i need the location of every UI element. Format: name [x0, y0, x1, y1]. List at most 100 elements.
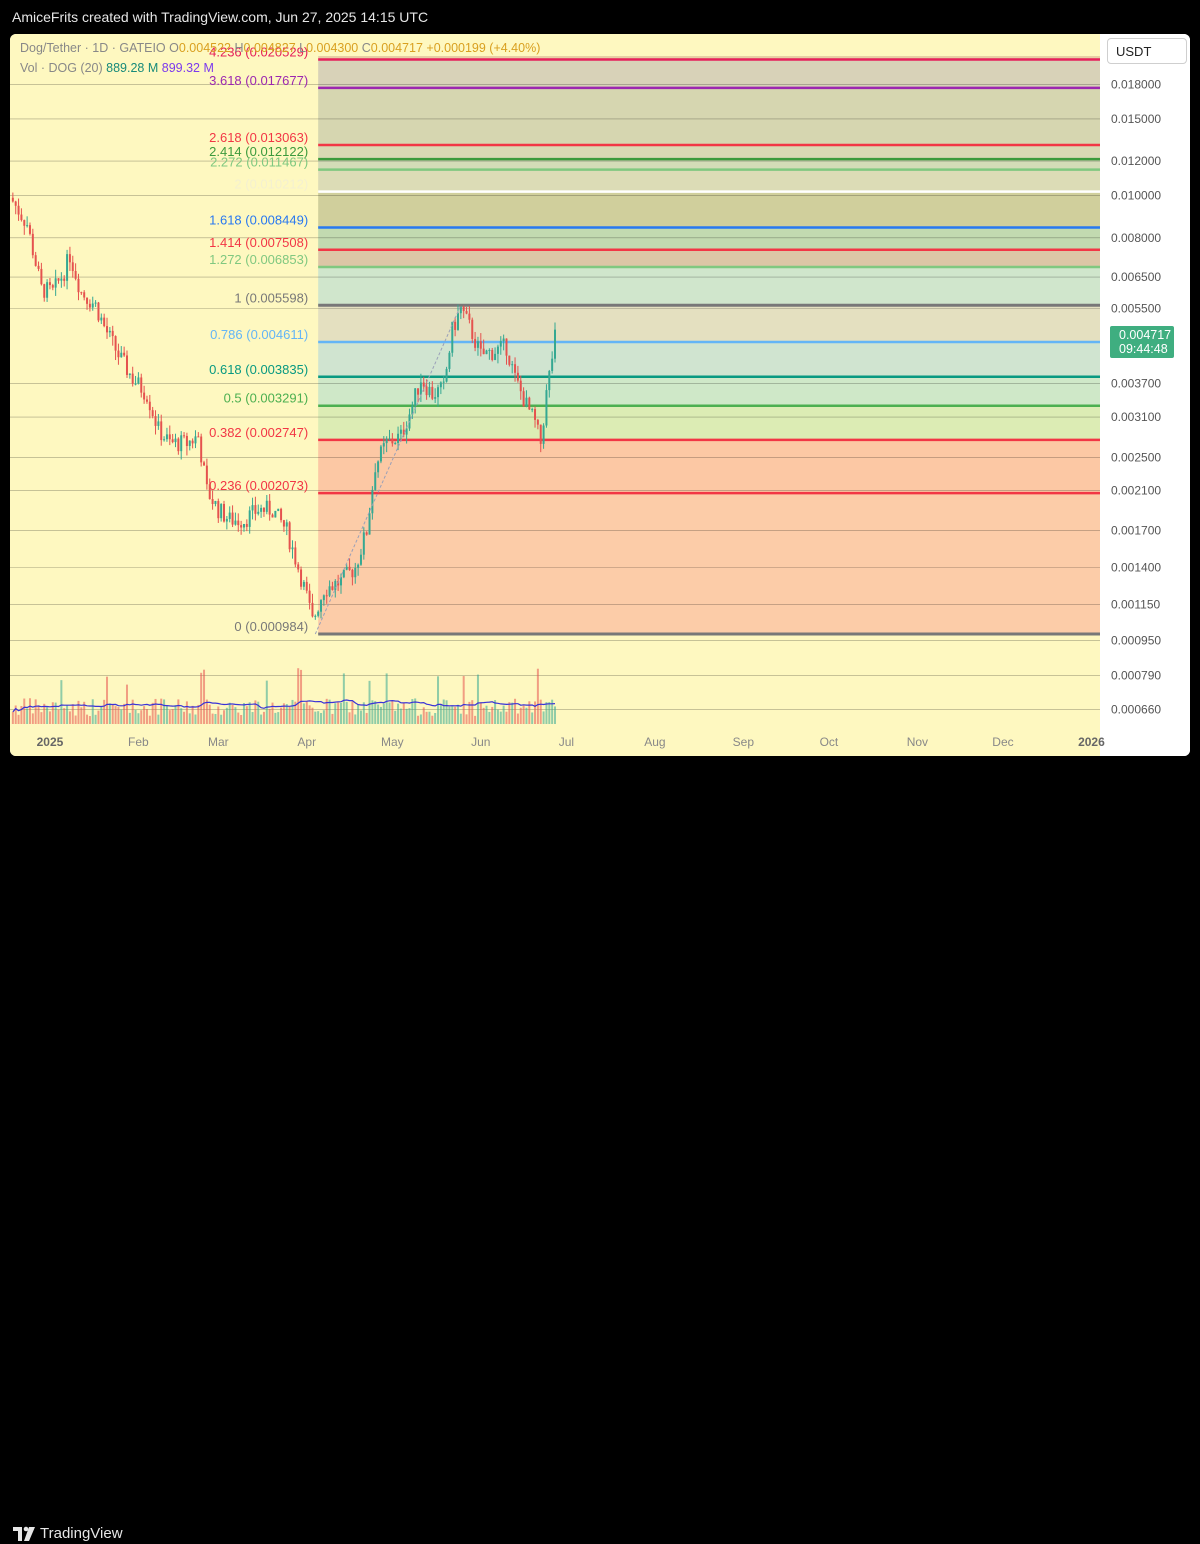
- footer: TradingView: [0, 758, 1200, 1542]
- candle-body: [137, 377, 140, 384]
- candle-body: [437, 387, 440, 398]
- candle-body: [28, 225, 31, 234]
- volume-bar: [494, 700, 497, 724]
- volume-bar: [334, 703, 337, 724]
- volume-bar: [106, 676, 109, 724]
- currency-selector[interactable]: USDT: [1107, 38, 1187, 64]
- volume-bar: [391, 700, 394, 724]
- volume-bar: [456, 704, 459, 724]
- candle-body: [188, 440, 191, 446]
- candle-body: [502, 338, 505, 342]
- volume-bar: [220, 714, 223, 724]
- volume-bar: [317, 711, 320, 724]
- candle-body: [291, 547, 294, 550]
- candle-body: [148, 401, 151, 411]
- candle-body: [519, 380, 522, 392]
- volume-bar: [459, 713, 462, 724]
- candle-body: [254, 505, 257, 514]
- fib-label-0.236: 0.236 (0.002073): [209, 478, 308, 493]
- volume-bar: [28, 698, 31, 724]
- candle-body: [311, 602, 314, 617]
- candle-body: [145, 399, 148, 402]
- candle-body: [128, 373, 131, 375]
- chart-canvas[interactable]: 4.236 (0.020529) 3.618 (0.017677) 2.618 (0…: [10, 34, 1190, 756]
- candle-body: [80, 292, 83, 294]
- candle-body: [508, 355, 511, 365]
- volume-bar: [154, 698, 157, 724]
- volume-bar: [291, 699, 294, 724]
- candle-body: [242, 523, 245, 528]
- price-tick-label: 0.002100: [1111, 484, 1161, 498]
- grid-lines: [10, 84, 1100, 710]
- volume-bar: [242, 703, 245, 724]
- volume-bar: [431, 715, 434, 724]
- candle-body: [297, 564, 300, 570]
- candle-body: [205, 465, 208, 485]
- volume-bar: [80, 707, 83, 724]
- fib-zone-1.414: [318, 227, 1100, 250]
- candle-body: [14, 201, 17, 206]
- fib-level-lines[interactable]: [318, 58, 1100, 636]
- volume-bar: [548, 702, 551, 724]
- volume-bar: [462, 676, 465, 724]
- candle-body: [534, 409, 537, 420]
- volume-bar: [43, 703, 46, 724]
- volume-bar: [325, 698, 328, 724]
- attribution-text: AmiceFrits created with TradingView.com,…: [12, 9, 429, 25]
- volume-bar: [251, 712, 254, 724]
- volume-ma-line: [12, 699, 556, 713]
- current-price-badge: 0.004717 09:44:48: [1110, 326, 1174, 358]
- volume-legend[interactable]: Vol · DOG (20) 889.28 M 899.32 M: [20, 61, 214, 75]
- candle-body: [377, 461, 380, 473]
- fib-label-1.618: 1.618 (0.008449): [209, 212, 308, 227]
- volume-bar: [551, 699, 554, 724]
- symbol-legend[interactable]: Dog/Tether · 1D · GATEIO O0.004522 H0.00…: [20, 41, 540, 55]
- volume-bar: [539, 699, 542, 724]
- candle-body: [551, 358, 554, 371]
- volume-bar: [185, 701, 188, 724]
- volume-bar: [20, 706, 23, 724]
- price-scale-background[interactable]: [1100, 34, 1190, 756]
- time-tick-label: Feb: [128, 735, 149, 749]
- candle-body: [374, 472, 377, 490]
- candle-body: [499, 341, 502, 347]
- volume-bar: [474, 715, 477, 724]
- volume-bar: [26, 708, 29, 724]
- close-label: C: [361, 41, 371, 55]
- candle-body: [74, 271, 77, 279]
- candle-body: [305, 581, 308, 591]
- volume-bar: [260, 714, 263, 724]
- candle-body: [94, 302, 97, 304]
- candle-body: [357, 564, 360, 568]
- volume-bar: [348, 712, 351, 724]
- chart-frame[interactable]: 4.236 (0.020529) 3.618 (0.017677) 2.618 (0…: [10, 34, 1190, 756]
- candle-body: [57, 278, 60, 281]
- fib-label-0.786: 0.786 (0.004611): [210, 327, 308, 342]
- volume-bar: [354, 714, 357, 724]
- candle-body: [211, 499, 214, 504]
- volume-bar: [245, 706, 248, 724]
- candle-body: [536, 419, 539, 425]
- time-tick-label: May: [381, 735, 404, 749]
- high-value: 0.004827: [243, 41, 296, 55]
- candle-body: [123, 352, 126, 356]
- fib-label-3.618: 3.618 (0.017677): [209, 73, 308, 88]
- candle-body: [514, 364, 517, 373]
- time-tick-label: Jun: [471, 735, 490, 749]
- candle-body: [317, 611, 320, 616]
- candle-body: [462, 306, 465, 312]
- fib-label-0.382: 0.382 (0.002747): [209, 425, 308, 440]
- candle-body: [140, 377, 143, 393]
- volume-bar: [148, 715, 151, 724]
- price-tick-label: 0.006500: [1111, 270, 1161, 284]
- candle-body: [237, 520, 240, 526]
- volume-bar: [117, 707, 120, 724]
- candle-body: [417, 388, 420, 395]
- candle-body: [300, 569, 303, 587]
- price-tick-label: 0.000660: [1111, 703, 1161, 717]
- candle-body: [274, 510, 277, 518]
- volume-bar: [328, 699, 331, 724]
- candle-body: [34, 255, 37, 266]
- candle-body: [151, 410, 154, 417]
- volume-bar: [311, 707, 314, 724]
